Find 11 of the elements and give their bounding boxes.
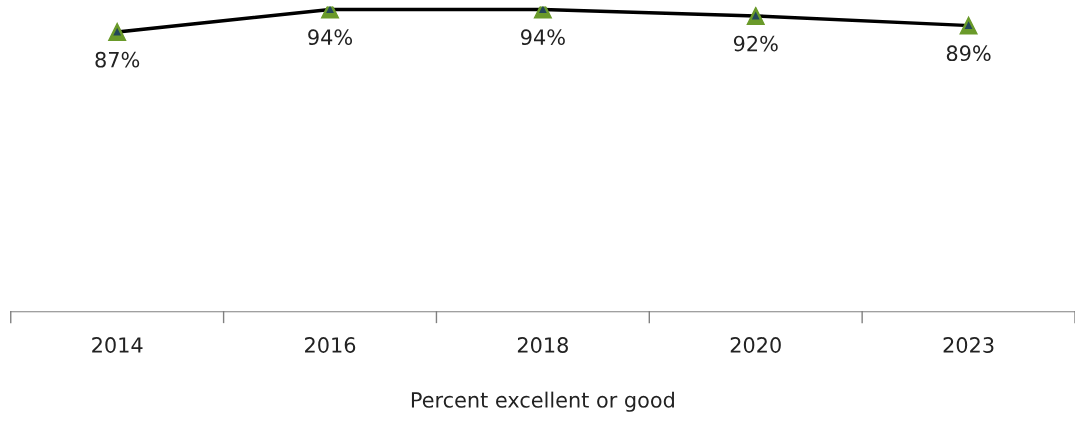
x-tick-label: 2016 [305,337,356,353]
data-label: 89% [946,45,991,62]
data-label: 94% [521,29,565,46]
x-tick-label: 2020 [730,337,781,353]
x-tick-label: 2014 [92,337,143,353]
x-tick-label: 2023 [943,337,994,353]
x-axis-title: Percent excellent or good [411,391,674,412]
x-tick-label: 2018 [517,337,568,353]
data-label: 92% [733,35,778,52]
data-label: 87% [95,51,140,68]
data-label: 94% [308,29,353,46]
